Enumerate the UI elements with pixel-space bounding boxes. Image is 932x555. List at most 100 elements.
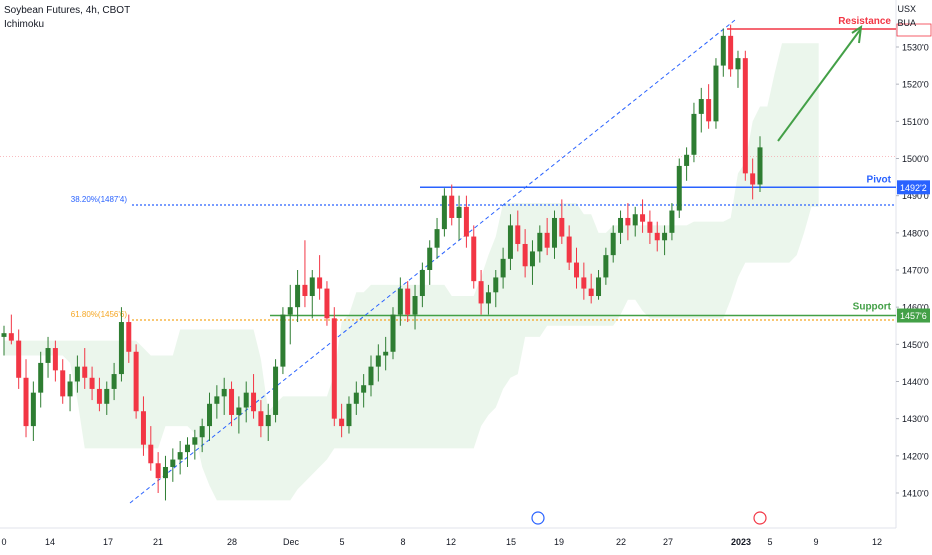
candle-up	[38, 351, 44, 408]
candle-body	[397, 288, 403, 315]
candle-up	[485, 284, 491, 315]
candle-up	[603, 247, 609, 285]
level-lines: 38.20%(1487'4) 61.80%(1456'6)	[0, 19, 896, 504]
forecast-arrow-shaft	[777, 29, 861, 142]
time-tick-label: 27	[663, 537, 673, 547]
candle-up	[507, 214, 513, 270]
candle-body	[287, 307, 293, 315]
candle-up	[67, 374, 73, 412]
candle-body	[331, 318, 337, 419]
candle-body	[742, 58, 748, 174]
pivot-tag: 1492'2	[900, 183, 927, 193]
time-tick-label: 5	[767, 537, 772, 547]
candle-down	[23, 359, 29, 438]
candle-body	[757, 147, 763, 185]
candle-up	[309, 270, 315, 319]
candle-up	[684, 147, 690, 181]
time-tick-label: 12	[446, 537, 456, 547]
pivot-tag-bg	[897, 180, 930, 195]
candle-up	[207, 392, 213, 441]
candle-body	[104, 388, 110, 404]
candle-body	[698, 99, 704, 114]
candle-body	[155, 463, 161, 479]
candle-up	[346, 396, 352, 434]
candle-body	[30, 392, 36, 427]
candle-down	[16, 329, 22, 389]
ichimoku-cloud	[4, 43, 819, 501]
candle-body	[280, 314, 286, 367]
price-tick-label: 1410'0	[902, 489, 929, 499]
candle-body	[720, 35, 726, 66]
candle-down	[89, 366, 95, 401]
candle-down	[82, 348, 88, 389]
event-icon	[531, 511, 545, 525]
candle-body	[412, 296, 418, 315]
resistance-tag	[896, 23, 932, 37]
candle-body	[559, 217, 565, 237]
candle-up	[757, 136, 763, 192]
candle-body	[192, 437, 198, 445]
candle-body	[441, 195, 447, 230]
candle-up	[118, 307, 124, 382]
time-tick-label: 22	[616, 537, 626, 547]
candle-up	[412, 284, 418, 330]
candle-body	[38, 362, 44, 393]
candle-down	[463, 195, 469, 248]
candle-body	[184, 444, 190, 453]
candle-body	[346, 403, 352, 427]
candle-up	[390, 307, 396, 360]
grid	[0, 0, 897, 529]
candle-up	[493, 270, 499, 308]
candle-down	[133, 344, 139, 419]
candle-body	[522, 243, 528, 267]
candle-body	[603, 255, 609, 278]
candle-up	[397, 277, 403, 326]
candle-down	[647, 210, 653, 244]
candle-up	[375, 344, 381, 382]
candle-up	[368, 355, 374, 397]
candle-body	[295, 284, 301, 308]
candle-body	[302, 284, 308, 297]
candle-up	[353, 381, 359, 415]
support-tag: 1457'6	[900, 311, 927, 321]
candle-body	[214, 396, 220, 404]
candle-up	[104, 381, 110, 415]
candle-body	[67, 381, 73, 397]
candle-body	[221, 388, 227, 397]
candle-body	[500, 258, 506, 278]
candle-body	[317, 277, 323, 289]
candle-up	[45, 336, 51, 378]
price-tick-label: 1480'0	[902, 228, 929, 238]
candle-body	[140, 411, 146, 445]
candle-up	[735, 50, 741, 88]
candle-body	[199, 426, 205, 438]
candle-body	[640, 214, 646, 222]
price-tick-label: 1450'0	[902, 340, 929, 350]
time-tick-label: 12	[872, 537, 882, 547]
candle-body	[493, 277, 499, 293]
candle-body	[383, 351, 389, 356]
candle-body	[691, 113, 697, 155]
candle-up	[74, 355, 80, 393]
currency-label-usx: USX	[897, 4, 916, 14]
candle-body	[581, 277, 587, 289]
candle-body	[676, 165, 682, 211]
candle-up	[434, 217, 440, 259]
candle-down	[8, 314, 14, 345]
price-tick-label: 1440'0	[902, 377, 929, 387]
candle-body	[45, 348, 51, 363]
candle-up	[361, 374, 367, 408]
candle-body	[170, 459, 176, 467]
time-axis: 0 14 17 21 28 Dec 5 8 12 15 19 22 27 2023 5 9 12	[1, 537, 882, 547]
candle-up	[456, 195, 462, 241]
candle-up	[691, 102, 697, 163]
candle-body	[111, 374, 117, 389]
candle-up	[295, 270, 301, 323]
candle-body	[434, 229, 440, 248]
candle-body	[596, 277, 602, 297]
candle-up	[280, 307, 286, 375]
candle-body	[706, 99, 712, 122]
candle-down	[339, 403, 345, 438]
